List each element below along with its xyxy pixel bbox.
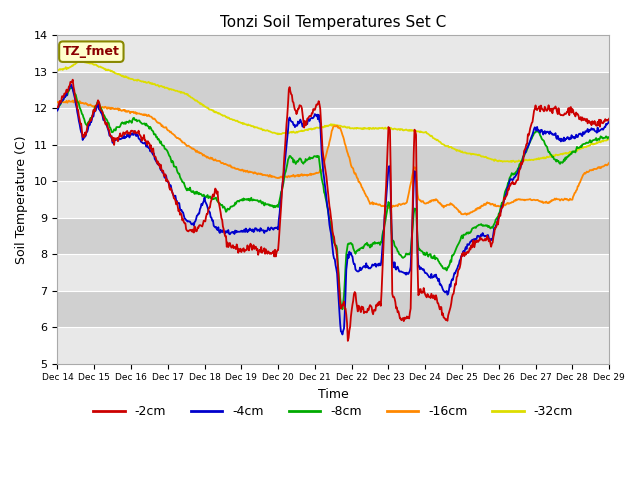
Bar bbox=[58, 181, 609, 218]
Bar bbox=[58, 108, 609, 145]
Bar bbox=[58, 145, 609, 181]
Y-axis label: Soil Temperature (C): Soil Temperature (C) bbox=[15, 135, 28, 264]
Bar bbox=[58, 36, 609, 72]
X-axis label: Time: Time bbox=[318, 388, 349, 401]
Bar bbox=[58, 291, 609, 327]
Title: Tonzi Soil Temperatures Set C: Tonzi Soil Temperatures Set C bbox=[220, 15, 446, 30]
Text: TZ_fmet: TZ_fmet bbox=[63, 45, 120, 58]
Legend: -2cm, -4cm, -8cm, -16cm, -32cm: -2cm, -4cm, -8cm, -16cm, -32cm bbox=[88, 400, 578, 423]
Bar bbox=[58, 72, 609, 108]
Bar bbox=[58, 327, 609, 364]
Bar bbox=[58, 254, 609, 291]
Bar bbox=[58, 218, 609, 254]
